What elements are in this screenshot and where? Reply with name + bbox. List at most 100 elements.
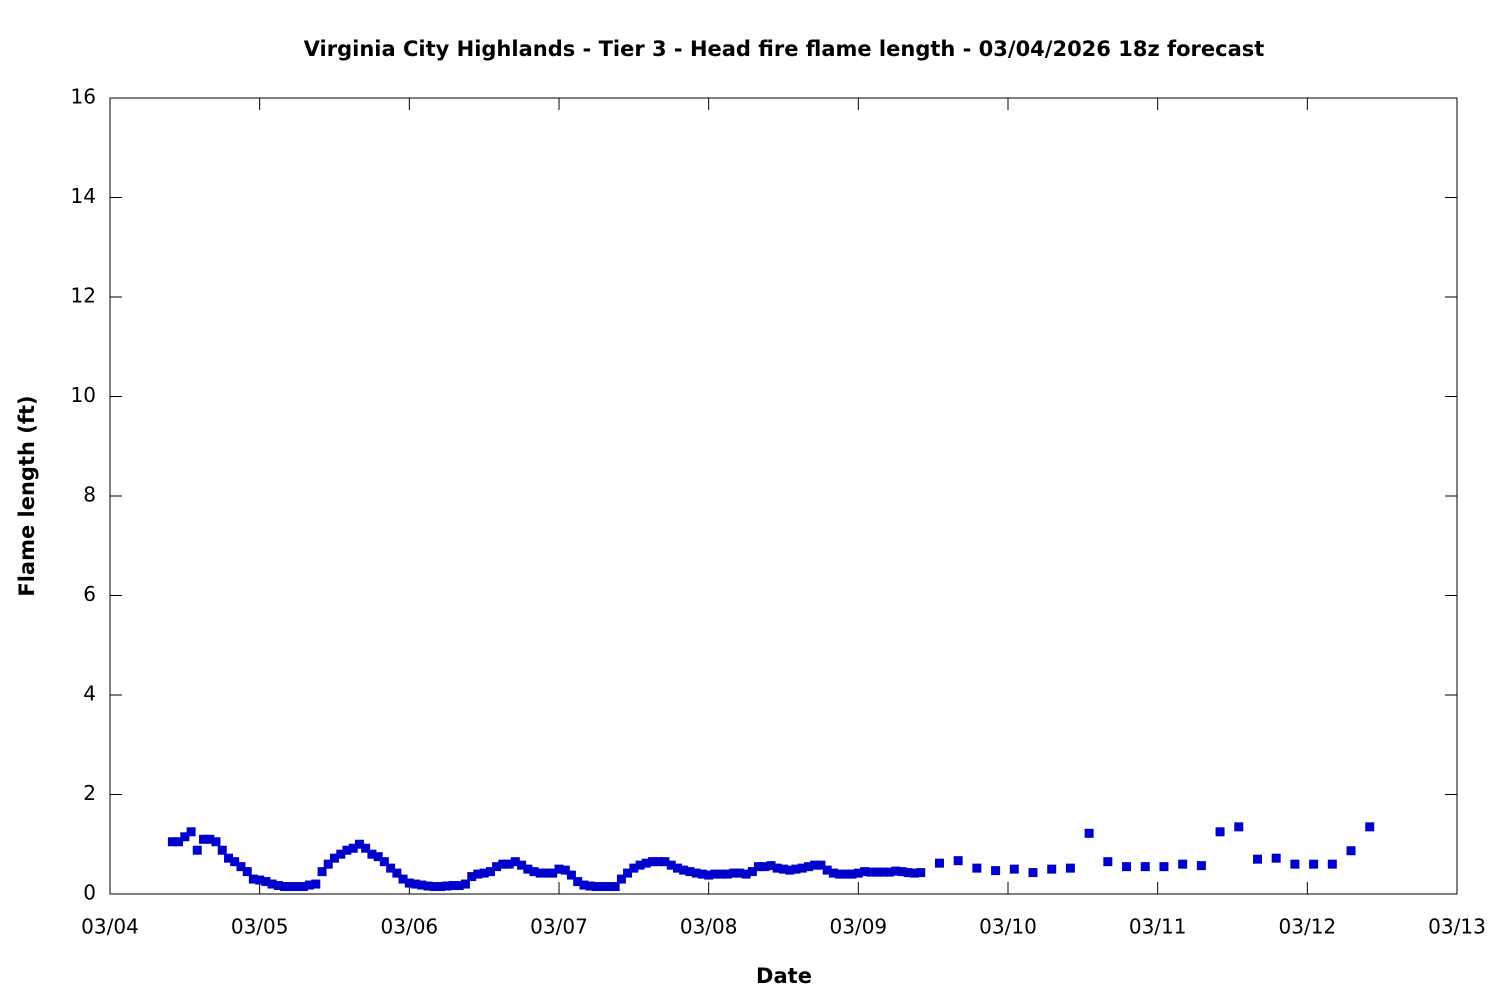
data-point <box>435 882 445 892</box>
data-point <box>860 867 870 877</box>
x-tick-label: 03/05 <box>231 915 289 939</box>
x-axis-label: Date <box>756 964 812 988</box>
data-point <box>629 863 639 873</box>
data-point <box>1327 859 1337 869</box>
data-point <box>673 863 683 873</box>
data-point <box>1178 859 1188 869</box>
data-point <box>192 845 202 855</box>
data-point <box>648 857 658 867</box>
data-point <box>423 881 433 891</box>
y-tick-label: 6 <box>83 582 96 606</box>
data-point <box>317 867 327 877</box>
data-point <box>654 857 664 867</box>
data-point <box>1122 862 1132 872</box>
data-point <box>1271 853 1281 863</box>
data-point <box>242 867 252 877</box>
data-point <box>404 878 414 888</box>
data-point <box>916 868 926 878</box>
chart-title: Virginia City Highlands - Tier 3 - Head … <box>304 37 1265 61</box>
data-point <box>1290 859 1300 869</box>
data-point <box>280 882 290 892</box>
data-point <box>442 881 452 891</box>
y-tick-label: 16 <box>71 85 96 109</box>
data-point <box>803 862 813 872</box>
data-point <box>354 839 364 849</box>
data-point <box>623 868 633 878</box>
data-point <box>828 868 838 878</box>
data-point <box>1252 854 1262 864</box>
data-point <box>1215 827 1225 837</box>
data-point <box>953 856 963 866</box>
data-point <box>273 881 283 891</box>
data-point <box>248 874 258 884</box>
data-point <box>835 869 845 879</box>
y-axis-label: Flame length (ft) <box>15 395 39 596</box>
data-point <box>448 881 458 891</box>
data-point <box>386 863 396 873</box>
data-point <box>560 865 570 875</box>
data-point <box>230 857 240 867</box>
y-tick-label: 14 <box>71 184 96 208</box>
data-point <box>585 881 595 891</box>
data-point <box>529 867 539 877</box>
data-point <box>510 857 520 867</box>
data-point <box>305 880 315 890</box>
data-point <box>841 869 851 879</box>
data-point <box>554 864 564 874</box>
data-point <box>591 882 601 892</box>
data-point <box>722 869 732 879</box>
x-tick-label: 03/08 <box>680 915 738 939</box>
data-point <box>485 867 495 877</box>
y-tick-label: 4 <box>83 682 96 706</box>
data-point <box>878 867 888 877</box>
data-point <box>398 874 408 884</box>
data-point <box>1196 861 1206 871</box>
data-point <box>224 853 234 863</box>
data-point <box>616 874 626 884</box>
data-point <box>473 869 483 879</box>
data-point <box>972 863 982 873</box>
data-point <box>779 864 788 874</box>
data-point <box>211 837 221 847</box>
x-tick-label: 03/13 <box>1428 915 1486 939</box>
data-point <box>604 882 614 892</box>
data-point <box>1028 868 1038 878</box>
data-point <box>367 849 377 859</box>
data-point <box>311 879 321 889</box>
data-point <box>348 843 358 853</box>
data-point <box>772 863 782 873</box>
data-point <box>454 881 464 891</box>
data-point <box>467 872 477 882</box>
data-point <box>1365 822 1375 832</box>
data-point <box>847 869 857 879</box>
data-point <box>598 882 608 892</box>
data-point <box>292 882 302 892</box>
data-point <box>853 868 863 878</box>
data-point <box>205 834 215 844</box>
data-point <box>729 868 739 878</box>
data-point <box>741 869 751 879</box>
data-point <box>1065 863 1075 873</box>
data-point <box>180 832 190 842</box>
data-point <box>336 849 346 859</box>
data-point <box>679 865 689 875</box>
data-point <box>991 866 1001 876</box>
data-point <box>498 859 508 869</box>
y-tick-label: 10 <box>71 383 96 407</box>
data-point <box>286 882 296 892</box>
data-point <box>735 868 745 878</box>
data-point <box>934 858 944 868</box>
x-tick-label: 03/10 <box>979 915 1037 939</box>
data-point <box>429 882 439 892</box>
data-point <box>330 853 339 863</box>
data-point <box>766 861 776 871</box>
data-point <box>1140 862 1150 872</box>
data-point <box>685 867 695 877</box>
data-point <box>411 879 421 889</box>
data-point <box>579 880 589 890</box>
data-point <box>754 862 764 872</box>
data-point <box>517 860 527 870</box>
data-point <box>909 868 919 878</box>
